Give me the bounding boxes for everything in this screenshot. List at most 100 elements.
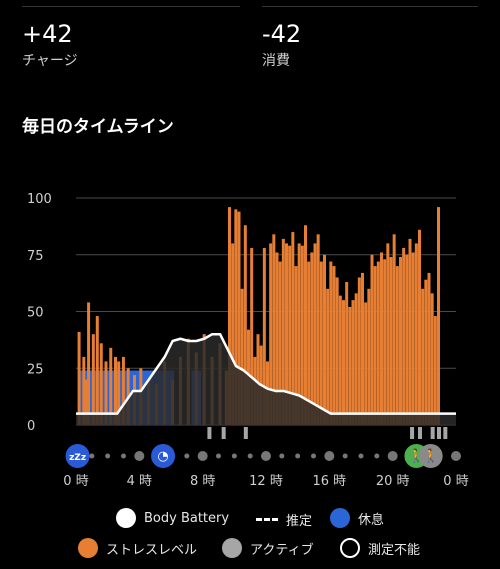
stress-bar [348, 306, 352, 425]
sleep-icon-bg [65, 444, 90, 468]
hour-dot-major [451, 451, 461, 461]
stress-bar [408, 238, 412, 425]
stress-bar [250, 247, 254, 425]
stress-bar [294, 266, 298, 425]
hour-dot [121, 453, 126, 459]
stress-bar [278, 261, 282, 425]
legend-rest: 休息 [330, 508, 384, 528]
stress-bar [95, 316, 99, 425]
stress-bar [329, 261, 333, 425]
hour-dot-major [261, 451, 271, 461]
legend-white-dot [116, 508, 136, 528]
clock-icon: ◔ [157, 449, 168, 464]
stress-bar [269, 243, 273, 425]
stress-bar [335, 277, 339, 425]
legend-active: アクティブ [222, 538, 314, 558]
stress-bar [310, 252, 314, 425]
stress-bar [433, 316, 437, 425]
stress-bar [386, 243, 390, 425]
divider-left [22, 6, 240, 7]
stress-bar [405, 254, 409, 425]
y-tick-label: 0 [27, 419, 35, 434]
legend-body-battery-label: Body Battery [144, 510, 230, 526]
stress-bar [256, 334, 260, 425]
legend-active-label: アクティブ [250, 542, 314, 558]
stress-bar [234, 209, 238, 425]
hour-dot [374, 453, 380, 459]
legend-blue-dot [330, 508, 350, 528]
stress-bar [300, 245, 304, 425]
activity-tick [410, 427, 415, 439]
y-tick-label: 100 [27, 192, 52, 207]
stress-bar [364, 302, 368, 425]
legend-estimate: 推定 [256, 510, 312, 529]
stress-bar [84, 379, 88, 425]
legend-unmeasurable: 測定不能 [340, 538, 420, 558]
legend-unmeasurable-label: 測定不能 [368, 542, 421, 558]
legend-estimate-label: 推定 [286, 514, 313, 529]
divider-right [262, 6, 478, 7]
hour-dot-major [197, 451, 208, 461]
stress-bar [332, 266, 336, 425]
stress-bar [231, 243, 235, 425]
walk-gray-icon: 🚶 [423, 448, 439, 464]
hour-dot [216, 453, 221, 459]
hour-dot [184, 453, 190, 459]
stress-bar [323, 254, 326, 425]
stress-bar [383, 259, 387, 425]
stress-bar [376, 261, 380, 425]
activity-tick [243, 427, 248, 439]
hour-dot-major [324, 451, 335, 461]
walk-gray-icon-bg [418, 444, 443, 468]
body-battery-area [76, 334, 456, 425]
hour-dot [89, 453, 95, 459]
charge-label: チャージ [22, 53, 78, 69]
x-tick-label: 8 時 [190, 474, 215, 489]
stress-bar [281, 238, 285, 425]
consume-label: 消費 [262, 53, 290, 69]
stress-bar [326, 288, 330, 425]
stress-bar [421, 288, 425, 425]
stress-bar [275, 252, 279, 425]
clock-icon-bg [151, 444, 176, 468]
stress-bar [114, 356, 117, 425]
stress-bar [414, 243, 418, 425]
legend-dash [256, 518, 278, 521]
stress-bar [395, 266, 399, 425]
stress-bar [418, 229, 421, 425]
stress-bar [367, 288, 371, 425]
stress-bar [345, 281, 349, 425]
stress-bar [351, 300, 355, 425]
stress-bar [228, 207, 231, 425]
activity-tick [430, 427, 435, 439]
hour-dot [311, 453, 316, 459]
stress-bar [316, 234, 320, 425]
stress-bar [319, 261, 323, 425]
body-battery-line [76, 332, 456, 415]
legend-body-battery: Body Battery [116, 508, 229, 528]
y-tick-label: 25 [27, 362, 44, 377]
stress-bar [402, 247, 406, 425]
x-tick-label: 12 時 [249, 474, 283, 489]
stress-bar [380, 252, 383, 425]
stress-bar [243, 225, 247, 425]
x-tick-label: 0 時 [443, 474, 468, 489]
charge-value: +42 [22, 20, 73, 48]
x-tick-label: 20 時 [376, 474, 410, 489]
stress-bar [272, 234, 276, 425]
stress-bar [262, 247, 266, 425]
stress-bar [424, 279, 428, 425]
stress-bar [357, 277, 361, 425]
activity-tick [221, 427, 226, 439]
hour-dot [295, 453, 301, 459]
stress-bar [427, 272, 431, 425]
stress-bar [121, 356, 125, 425]
x-tick-label: 0 時 [63, 474, 88, 489]
stress-bar [399, 257, 402, 425]
hour-dot [279, 453, 285, 459]
activity-tick [418, 427, 422, 439]
stress-bar [313, 243, 317, 425]
stress-bar [437, 207, 440, 425]
activity-tick [437, 427, 441, 439]
